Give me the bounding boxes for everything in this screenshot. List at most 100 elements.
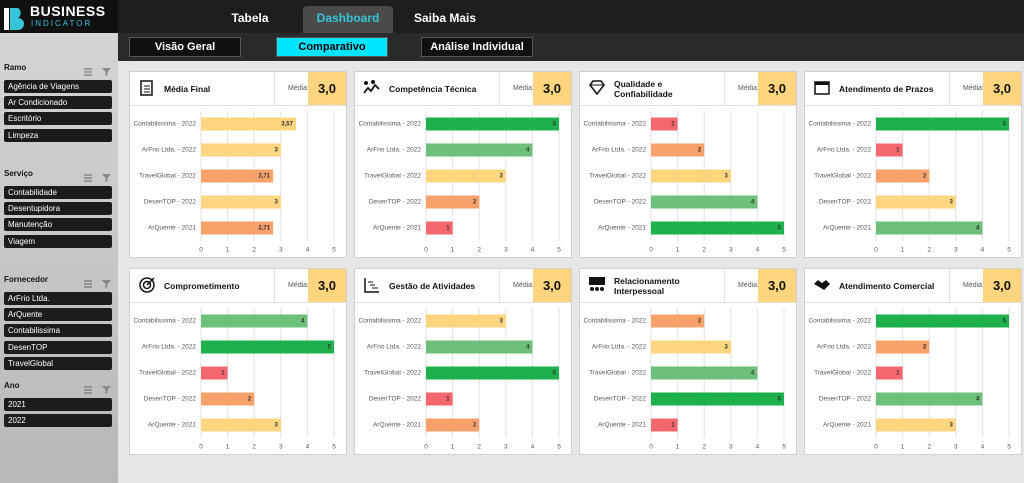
x-tick-label: 3 xyxy=(729,444,733,451)
bar-chart: 0 1 2 3 4 5 Contabilissima - 2022 5 ArFrio Ltda.… xyxy=(808,308,1011,451)
x-tick-label: 2 xyxy=(477,247,481,254)
nav-tab[interactable]: Dashboard xyxy=(303,6,393,33)
media-value: 3,0 xyxy=(758,72,796,105)
value-label: 3 xyxy=(274,423,278,429)
x-tick-label: 5 xyxy=(782,444,786,451)
nav-tab[interactable]: Tabela xyxy=(231,11,269,25)
nav-tab[interactable]: Saiba Mais xyxy=(413,11,477,25)
panel-icon xyxy=(363,79,381,97)
value-label: 1 xyxy=(671,423,675,429)
x-tick-label: 1 xyxy=(901,247,905,254)
media-label: Média: xyxy=(499,72,534,105)
value-label: 3 xyxy=(949,423,953,429)
filter-option[interactable]: Manutenção xyxy=(4,218,112,232)
bar-chart: 0 1 2 3 4 5 Contabilissima - 2022 5 ArFrio Ltda.… xyxy=(808,111,1011,254)
media-label: Média: xyxy=(949,269,984,302)
panel-title: Comprometimento xyxy=(164,280,240,291)
value-label: 2,71 xyxy=(258,226,270,232)
category-label: TravelGlobal - 2022 xyxy=(589,173,646,180)
filter-title: Ano xyxy=(4,381,20,390)
x-tick-label: 3 xyxy=(279,247,283,254)
filter-icons xyxy=(84,275,114,288)
category-label: ArFrio Ltda. - 2022 xyxy=(367,147,422,154)
bar xyxy=(876,221,983,235)
bar xyxy=(876,366,903,380)
category-label: TravelGlobal - 2022 xyxy=(814,370,871,377)
logo: BUSINESS INDICATOR xyxy=(0,0,118,33)
filter-option[interactable]: Escritório xyxy=(4,112,112,126)
category-label: Contabilissima - 2022 xyxy=(808,318,871,325)
bar xyxy=(426,143,533,157)
filter-option[interactable]: 2022 xyxy=(4,414,112,428)
panel-title: Atendimento de Prazos xyxy=(839,83,934,94)
bar-chart: 0 1 2 3 4 5 Contabilissima - 2022 1 ArFrio Ltda.… xyxy=(583,111,786,254)
x-tick-label: 1 xyxy=(901,444,905,451)
value-label: 1 xyxy=(671,122,675,128)
panel-title: Qualidade e Confiabilidade xyxy=(614,78,673,99)
media-label: Média: xyxy=(274,72,309,105)
top-bar xyxy=(0,0,1024,33)
bar xyxy=(651,221,784,235)
media-value: 3,0 xyxy=(983,72,1021,105)
x-tick-label: 4 xyxy=(531,444,535,451)
panel-icon xyxy=(588,79,606,97)
subtab[interactable]: Comparativo xyxy=(276,37,388,57)
category-label: ArFrio Ltda. - 2022 xyxy=(367,344,422,351)
panel-header: Atendimento de Prazos Média: 3,0 xyxy=(805,72,1021,106)
subtab[interactable]: Visão Geral xyxy=(129,37,241,57)
category-label: DesenTOP - 2022 xyxy=(594,396,647,403)
filter-option[interactable]: ArQuente xyxy=(4,308,112,322)
category-label: Contabilissima - 2022 xyxy=(808,121,871,128)
filter-option[interactable]: Contabilidade xyxy=(4,186,112,199)
media-value: 3,0 xyxy=(758,269,796,302)
filter-option[interactable]: Agência de Viagens xyxy=(4,80,112,93)
value-label: 2 xyxy=(473,200,477,206)
category-label: Contabilissima - 2022 xyxy=(358,121,421,128)
value-label: 4 xyxy=(976,226,980,232)
bar xyxy=(651,143,705,157)
value-label: 1 xyxy=(446,226,450,232)
category-label: DesenTOP - 2022 xyxy=(144,396,197,403)
subtab[interactable]: Análise Individual xyxy=(421,37,533,57)
value-label: 2 xyxy=(473,423,477,429)
category-label: ArFrio Ltda. - 2022 xyxy=(142,344,197,351)
category-label: ArQuente - 2021 xyxy=(823,225,871,232)
filter-option[interactable]: 2021 xyxy=(4,398,112,411)
value-label: 4 xyxy=(526,148,530,154)
value-label: 4 xyxy=(526,345,530,351)
filter-option[interactable]: DesenTOP xyxy=(4,340,112,354)
bar-chart: 0 1 2 3 4 5 Contabilissima - 2022 3 ArFrio Ltda.… xyxy=(358,308,561,451)
value-label: 5 xyxy=(553,122,557,128)
value-label: 1 xyxy=(221,371,225,377)
value-label: 5 xyxy=(778,397,782,403)
filter-option[interactable]: Limpeza xyxy=(4,128,112,142)
filter-option[interactable]: ArFrio Ltda. xyxy=(4,292,112,305)
x-tick-label: 5 xyxy=(1007,247,1011,254)
value-label: 5 xyxy=(1003,319,1007,325)
x-tick-label: 4 xyxy=(756,247,760,254)
filter-option[interactable]: TravelGlobal xyxy=(4,356,112,370)
x-tick-label: 5 xyxy=(782,247,786,254)
category-label: DesenTOP - 2022 xyxy=(144,199,197,206)
filter-option[interactable]: Contabilissima xyxy=(4,324,112,338)
category-label: ArQuente - 2021 xyxy=(148,422,196,429)
filter-option[interactable]: Desentupidora xyxy=(4,202,112,216)
filter-option[interactable]: Viagem xyxy=(4,234,112,248)
x-tick-label: 2 xyxy=(927,247,931,254)
panel: Gestão de Atividades Média: 3,0 0 1 2 3 4 5 Conta… xyxy=(354,268,572,455)
value-label: 1 xyxy=(446,397,450,403)
bar xyxy=(201,418,281,432)
category-label: TravelGlobal - 2022 xyxy=(364,370,421,377)
x-tick-label: 3 xyxy=(279,444,283,451)
media-value: 3,0 xyxy=(533,269,571,302)
bar xyxy=(201,117,296,131)
x-tick-label: 0 xyxy=(199,444,203,451)
x-tick-label: 1 xyxy=(451,247,455,254)
value-label: 2 xyxy=(923,174,927,180)
filter-option[interactable]: Ar Condicionado xyxy=(4,96,112,110)
media-value: 3,0 xyxy=(308,72,346,105)
bar xyxy=(651,169,731,183)
x-tick-label: 1 xyxy=(676,444,680,451)
panel-header: Atendimento Comercial Média: 3,0 xyxy=(805,269,1021,303)
